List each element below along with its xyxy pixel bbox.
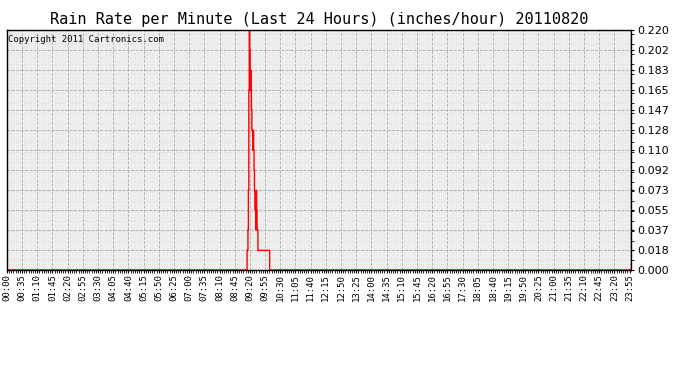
Text: Copyright 2011 Cartronics.com: Copyright 2011 Cartronics.com	[8, 35, 164, 44]
Title: Rain Rate per Minute (Last 24 Hours) (inches/hour) 20110820: Rain Rate per Minute (Last 24 Hours) (in…	[50, 12, 589, 27]
